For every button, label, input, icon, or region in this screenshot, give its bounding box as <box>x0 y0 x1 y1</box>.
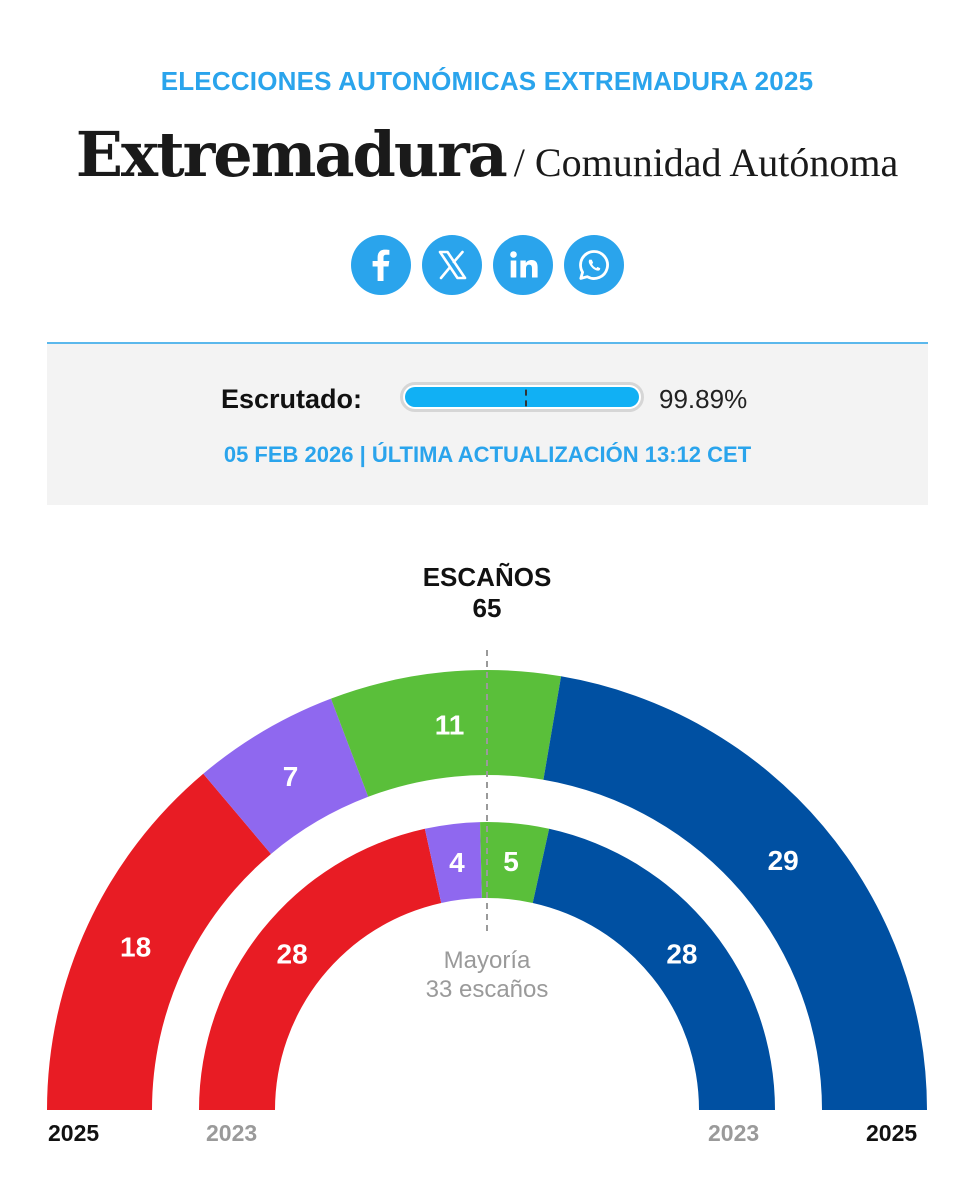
seat-segment-2025-1 <box>47 773 271 1110</box>
hemicycle-labels: 18 7 11 29 28 4 5 28 <box>120 709 799 969</box>
page-title: Extremadura / Comunidad Autónoma <box>0 118 974 191</box>
scrutiny-progress-bar <box>400 382 644 412</box>
seats-header: ESCAÑOS 65 <box>0 562 974 624</box>
whatsapp-share-button[interactable] <box>563 235 624 295</box>
scrutiny-panel: Escrutado: 99.89% 05 FEB 2026 | ÚLTIMA A… <box>47 342 928 505</box>
share-buttons <box>0 235 974 295</box>
whatsapp-icon <box>578 250 609 280</box>
seat-label-2023-4: 28 <box>666 939 697 970</box>
linkedin-share-button[interactable] <box>492 235 553 295</box>
facebook-share-button[interactable] <box>350 235 411 295</box>
scrutiny-progress-fill <box>405 387 639 407</box>
seat-label-2025-4: 29 <box>768 845 799 876</box>
seat-segment-2023-3 <box>480 821 550 903</box>
seats-title: ESCAÑOS <box>422 562 552 592</box>
x-share-button[interactable] <box>421 235 482 295</box>
linkedin-icon <box>509 251 538 278</box>
scrutiny-label: Escrutado: <box>221 384 363 414</box>
seat-segment-2023-2 <box>424 822 482 903</box>
outer-ring-year-right: 2025 <box>866 1120 918 1146</box>
seat-label-2023-2: 4 <box>449 847 465 878</box>
hemicycle-chart: 18 7 11 29 28 4 5 28 Mayoría 33 escaños <box>47 650 927 1110</box>
scrutiny-midpoint-marker <box>525 385 527 409</box>
seat-label-2025-2: 7 <box>283 761 299 792</box>
seat-label-2023-1: 28 <box>277 939 308 970</box>
inner-ring-year-left: 2023 <box>206 1120 258 1146</box>
last-update-timestamp: 05 FEB 2026 | ÚLTIMA ACTUALIZACIÓN 13:12… <box>223 442 752 467</box>
scrutiny-percent: 99.89% <box>659 384 748 414</box>
outer-ring-year-left: 2025 <box>48 1120 100 1146</box>
seat-label-2025-1: 18 <box>120 932 151 963</box>
hemicycle-segments <box>47 669 927 1110</box>
seat-label-2023-3: 5 <box>503 846 519 877</box>
region-subtitle: / Comunidad Autónoma <box>513 140 899 185</box>
inner-ring-year-right: 2023 <box>708 1120 760 1146</box>
seat-segment-2023-1 <box>199 828 442 1110</box>
x-icon <box>438 250 466 280</box>
seat-segment-2025-4 <box>543 676 927 1110</box>
seat-segment-2025-2 <box>203 698 369 854</box>
seat-segment-2023-4 <box>532 828 775 1110</box>
seats-total: 65 <box>472 593 502 623</box>
region-title: Extremadura <box>75 118 508 191</box>
seat-label-2025-3: 11 <box>435 709 465 740</box>
seat-segment-2025-3 <box>330 669 562 797</box>
majority-label-line2: 33 escaños <box>426 976 549 1003</box>
majority-label-line1: Mayoría <box>444 947 531 974</box>
election-kicker: ELECCIONES AUTONÓMICAS EXTREMADURA 2025 <box>160 66 814 96</box>
facebook-icon <box>372 249 389 281</box>
